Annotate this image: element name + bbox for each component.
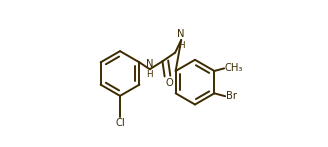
Text: H: H: [146, 70, 153, 79]
Text: O: O: [165, 78, 173, 88]
Text: N: N: [177, 29, 185, 39]
Text: N: N: [146, 59, 154, 69]
Text: Br: Br: [226, 91, 236, 101]
Text: CH₃: CH₃: [225, 63, 243, 73]
Text: Cl: Cl: [115, 118, 125, 128]
Text: H: H: [178, 41, 185, 50]
